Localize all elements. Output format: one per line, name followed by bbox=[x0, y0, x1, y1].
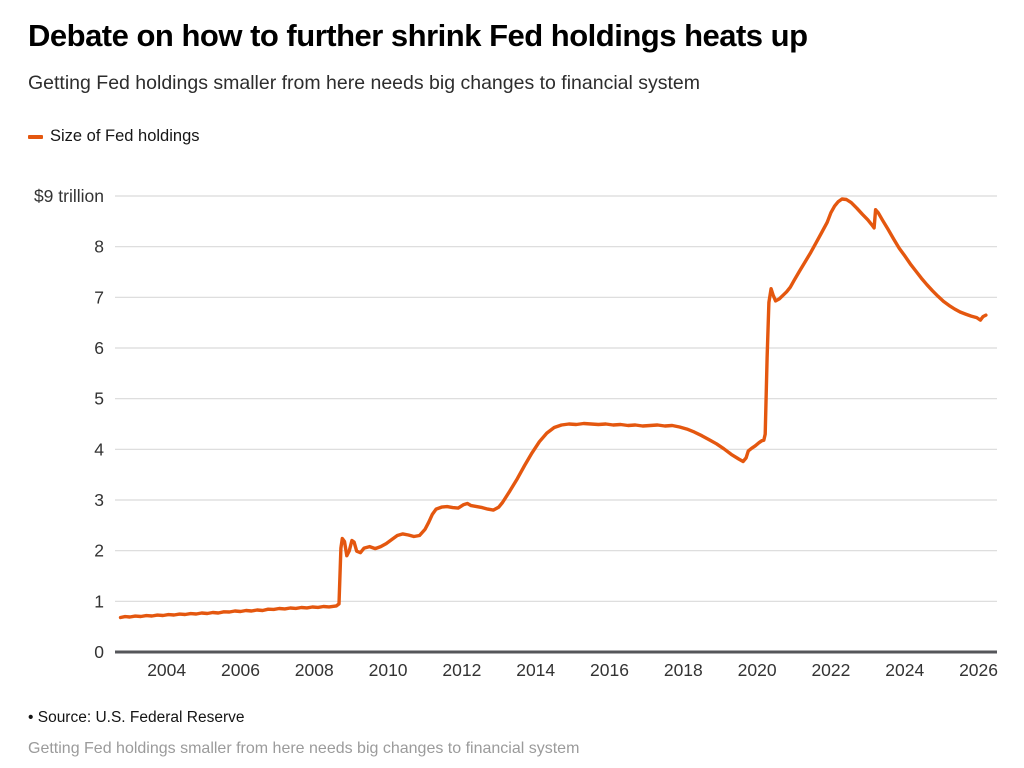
x-tick-label: 2008 bbox=[295, 660, 334, 680]
y-tick-label: 4 bbox=[94, 439, 104, 459]
y-axis-labels: 0 1 2 3 4 5 6 7 8 $9 trillion bbox=[34, 186, 104, 662]
legend-line-swatch-icon bbox=[28, 135, 43, 139]
y-tick-label: 5 bbox=[94, 389, 104, 409]
y-tick-label: 7 bbox=[94, 287, 104, 307]
y-tick-label: 1 bbox=[94, 591, 104, 611]
x-tick-label: 2020 bbox=[738, 660, 777, 680]
y-tick-label: 0 bbox=[94, 642, 104, 662]
y-tick-label: 3 bbox=[94, 490, 104, 510]
y-tick-label: 2 bbox=[94, 541, 104, 561]
x-tick-label: 2016 bbox=[590, 660, 629, 680]
legend-series-label: Size of Fed holdings bbox=[50, 127, 200, 145]
x-tick-label: 2004 bbox=[147, 660, 186, 680]
y-tick-label: 6 bbox=[94, 338, 104, 358]
gridlines bbox=[115, 195, 997, 654]
caption-text: Getting Fed holdings smaller from here n… bbox=[28, 740, 580, 757]
chart-subtitle: Getting Fed holdings smaller from here n… bbox=[28, 72, 701, 94]
x-axis-labels: 2004 2006 2008 2010 2012 2014 2016 2018 2020 2022… bbox=[147, 660, 998, 680]
fed-holdings-line bbox=[118, 197, 988, 620]
x-tick-label: 2024 bbox=[885, 660, 924, 680]
x-tick-label: 2026 bbox=[959, 660, 998, 680]
x-tick-label: 2006 bbox=[221, 660, 260, 680]
y-tick-label: $9 trillion bbox=[34, 186, 104, 206]
source-text: • Source: U.S. Federal Reserve bbox=[28, 709, 245, 726]
x-tick-label: 2018 bbox=[664, 660, 703, 680]
y-tick-label: 8 bbox=[94, 237, 104, 257]
page-title: Debate on how to further shrink Fed hold… bbox=[28, 18, 808, 53]
chart-legend: Size of Fed holdings bbox=[28, 127, 200, 146]
x-tick-label: 2010 bbox=[369, 660, 408, 680]
x-tick-label: 2012 bbox=[442, 660, 481, 680]
x-tick-label: 2022 bbox=[811, 660, 850, 680]
x-tick-label: 2014 bbox=[516, 660, 555, 680]
